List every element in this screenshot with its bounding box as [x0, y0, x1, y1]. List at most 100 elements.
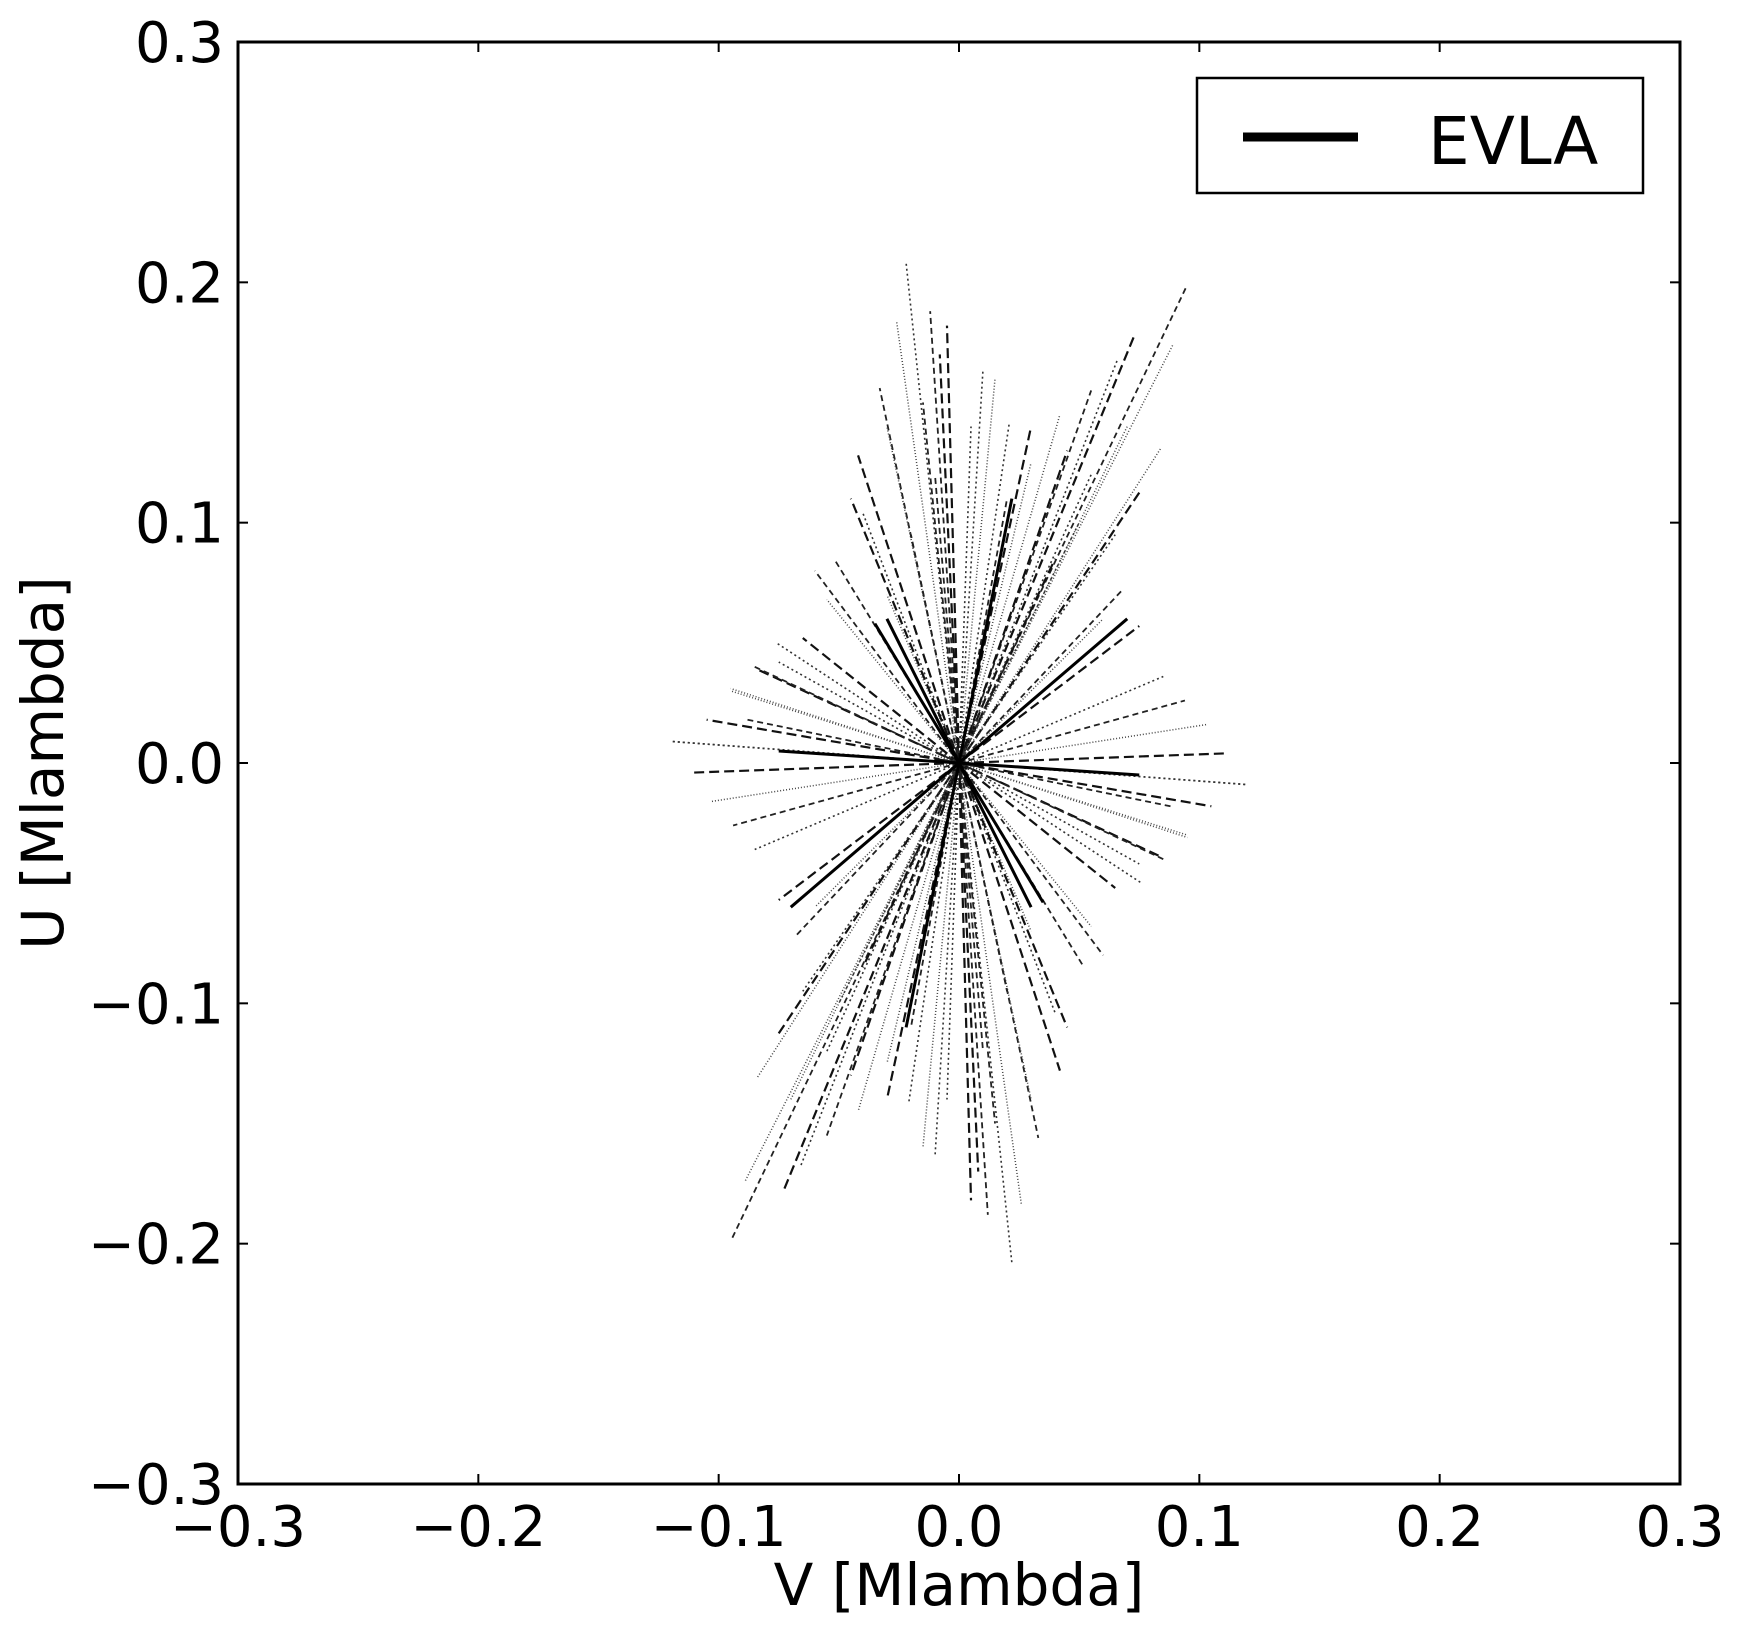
x-tick-label: 0.3	[1635, 1495, 1724, 1560]
uv-track-core	[789, 761, 960, 909]
uv-track	[958, 589, 1124, 764]
x-tick-label: −0.3	[170, 1495, 306, 1560]
uv-track	[775, 642, 960, 764]
uv-track	[814, 570, 960, 764]
uv-track	[692, 761, 960, 774]
uv-track	[886, 594, 960, 764]
uv-track	[885, 762, 961, 1100]
uv-track	[895, 320, 960, 764]
uv-track	[814, 762, 960, 908]
uv-track	[958, 761, 1212, 808]
uv-track	[730, 690, 960, 764]
uv-track	[958, 762, 1013, 1263]
y-tick-label: −0.1	[88, 972, 224, 1037]
uv-track	[910, 534, 960, 764]
uv-track-core	[958, 761, 1140, 777]
uv-track	[934, 474, 960, 764]
y-axis-label: U [Mlambda]	[9, 576, 77, 950]
uv-track	[747, 718, 960, 764]
uv-track-core	[873, 622, 961, 764]
y-tick-label: −0.2	[88, 1213, 224, 1278]
uv-track	[778, 762, 960, 901]
uv-track	[958, 368, 984, 764]
axis-ticks: −0.3 −0.2 −0.1 0.0 0.1 0.2 0.3 −0.3 −0.2 −0.1 0.0 0…	[88, 11, 1725, 1560]
uv-track	[945, 325, 961, 764]
uv-track	[958, 762, 1143, 884]
x-tick-label: 0.2	[1395, 1495, 1484, 1560]
uv-track	[849, 762, 961, 1076]
uv-track	[957, 762, 1061, 1071]
uv-track	[886, 426, 960, 764]
uv-track	[861, 762, 960, 968]
uv-track	[957, 450, 1069, 764]
uv-track	[958, 762, 1023, 1206]
uv-track	[886, 762, 960, 1064]
uv-track-core	[958, 617, 1129, 765]
uv-track	[958, 762, 1032, 1100]
y-tick-label: 0.1	[135, 492, 224, 557]
uv-track	[958, 752, 1226, 765]
uv-track	[938, 354, 961, 764]
uv-track	[958, 762, 1171, 808]
uv-track	[729, 762, 960, 1242]
uv-track	[775, 762, 960, 1038]
uv-track	[958, 762, 1092, 927]
uv-track	[922, 402, 960, 764]
uv-track	[958, 378, 996, 764]
x-tick-label: 0.1	[1155, 1495, 1244, 1560]
uv-track	[857, 762, 960, 1112]
uv-track-core	[904, 762, 961, 1028]
uv-track	[958, 762, 1008, 992]
uv-track	[934, 762, 960, 1158]
uv-track	[957, 334, 1136, 764]
uv-track	[957, 762, 980, 1172]
uv-track	[958, 762, 1188, 836]
uv-track-core	[885, 618, 961, 764]
uv-track	[730, 687, 960, 764]
uv-track	[958, 558, 1057, 764]
uv-track-core	[957, 498, 1014, 764]
uv-track	[957, 762, 973, 1201]
uv-track	[958, 625, 1140, 764]
legend: EVLA	[1195, 76, 1645, 195]
uv-track	[754, 666, 960, 764]
uv-track	[957, 762, 1069, 1028]
uv-track	[794, 762, 960, 937]
uv-track-core	[778, 749, 960, 765]
uv-track	[849, 498, 961, 764]
uv-track	[706, 718, 960, 765]
uv-track	[754, 762, 960, 851]
uv-track	[958, 675, 1164, 764]
uv-track	[922, 762, 960, 1148]
uv-track	[670, 740, 960, 764]
uv-track	[958, 699, 1186, 764]
uv-track	[905, 263, 960, 764]
uv-track	[929, 311, 960, 764]
uv-track	[802, 762, 960, 992]
y-tick-label: 0.2	[135, 251, 224, 316]
uv-track-core	[957, 762, 1033, 908]
uv-track	[958, 284, 1189, 764]
uv-track	[958, 762, 1248, 786]
uv-track	[857, 455, 961, 764]
x-tick-label: −0.2	[410, 1495, 546, 1560]
uv-track	[958, 488, 1143, 764]
uv-track	[946, 762, 960, 1100]
uv-track	[958, 358, 1119, 764]
uv-track	[958, 426, 972, 764]
y-tick-label: −0.3	[88, 1453, 224, 1518]
uv-track	[958, 762, 1188, 839]
x-tick-label: −0.1	[651, 1495, 787, 1560]
uv-track	[782, 762, 961, 1192]
uv-track	[799, 762, 960, 1168]
uv-track	[958, 762, 1164, 860]
uv-track	[732, 762, 960, 827]
x-axis-label: V [Mlambda]	[774, 1551, 1145, 1619]
uv-track	[958, 762, 996, 1124]
legend-label-evla: EVLA	[1428, 103, 1598, 180]
uv-track	[958, 618, 1104, 764]
uv-track	[958, 762, 989, 1215]
y-tick-label: 0.0	[135, 732, 224, 797]
uv-track	[958, 762, 1116, 889]
